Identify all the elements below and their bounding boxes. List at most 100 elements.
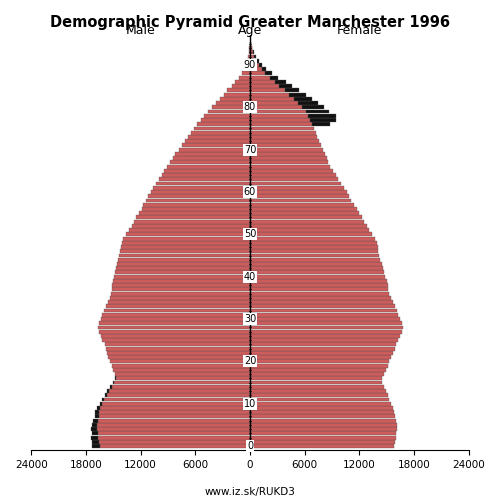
Bar	[92, 432, 98, 436]
Bar	[122, 241, 250, 245]
Bar	[106, 346, 250, 350]
Text: 80: 80	[244, 102, 256, 113]
Bar	[216, 101, 250, 105]
Bar	[250, 326, 403, 330]
Bar	[114, 368, 250, 372]
Bar	[250, 216, 362, 220]
Bar	[289, 92, 306, 96]
Text: 0: 0	[247, 441, 253, 451]
Bar	[250, 190, 346, 194]
Bar	[250, 317, 400, 321]
Bar	[134, 220, 250, 224]
Bar	[250, 72, 266, 76]
Bar	[100, 334, 250, 338]
Bar	[108, 355, 250, 359]
Bar	[239, 76, 250, 80]
Bar	[118, 258, 250, 262]
Bar	[102, 313, 250, 316]
Bar	[262, 68, 266, 71]
Bar	[172, 156, 250, 160]
Bar	[250, 364, 388, 368]
Bar	[250, 59, 256, 62]
Bar	[92, 423, 97, 427]
Bar	[112, 385, 250, 388]
Bar	[250, 368, 386, 372]
Bar	[250, 355, 391, 359]
Text: Female: Female	[336, 24, 382, 38]
Bar	[102, 338, 250, 342]
Bar	[250, 169, 333, 173]
Bar	[100, 406, 250, 410]
Bar	[201, 118, 250, 122]
Bar	[250, 385, 384, 388]
Bar	[115, 372, 250, 376]
Bar	[236, 80, 250, 84]
Text: 30: 30	[244, 314, 256, 324]
Bar	[250, 346, 395, 350]
Bar	[250, 236, 375, 240]
Bar	[250, 300, 393, 304]
Bar	[250, 232, 372, 236]
Title: Demographic Pyramid Greater Manchester 1996: Demographic Pyramid Greater Manchester 1…	[50, 15, 450, 30]
Bar	[99, 410, 250, 414]
Bar	[110, 292, 250, 296]
Bar	[312, 122, 330, 126]
Bar	[250, 274, 385, 278]
Bar	[250, 313, 398, 316]
Bar	[105, 342, 250, 346]
Bar	[98, 432, 250, 436]
Bar	[250, 410, 394, 414]
Text: Male: Male	[126, 24, 156, 38]
Bar	[132, 224, 250, 228]
Bar	[112, 288, 250, 292]
Bar	[250, 296, 391, 300]
Bar	[250, 398, 390, 402]
Bar	[102, 398, 104, 402]
Bar	[109, 389, 250, 393]
Bar	[179, 148, 250, 152]
Bar	[250, 406, 393, 410]
Bar	[250, 394, 388, 397]
Bar	[99, 322, 250, 325]
Text: 50: 50	[244, 230, 256, 239]
Bar	[298, 101, 318, 105]
Bar	[182, 144, 250, 148]
Bar	[250, 224, 366, 228]
Bar	[270, 76, 278, 80]
Bar	[250, 194, 350, 198]
Bar	[186, 139, 250, 143]
Bar	[99, 440, 250, 444]
Bar	[98, 436, 250, 440]
Bar	[100, 317, 250, 321]
Bar	[156, 182, 250, 186]
Bar	[250, 84, 279, 88]
Bar	[250, 46, 252, 50]
Bar	[117, 262, 250, 266]
Bar	[250, 262, 382, 266]
Bar	[250, 292, 390, 296]
Bar	[250, 148, 323, 152]
Bar	[250, 178, 338, 181]
Bar	[258, 63, 262, 67]
Bar	[250, 304, 395, 308]
Bar	[250, 228, 370, 232]
Bar	[98, 418, 250, 422]
Bar	[250, 114, 308, 117]
Bar	[250, 250, 378, 253]
Bar	[250, 427, 396, 431]
Bar	[256, 59, 258, 62]
Bar	[208, 110, 250, 114]
Bar	[110, 385, 112, 388]
Text: 60: 60	[244, 187, 256, 197]
Bar	[197, 122, 250, 126]
Bar	[250, 186, 344, 190]
Bar	[92, 440, 99, 444]
Bar	[250, 245, 378, 249]
Bar	[120, 250, 250, 253]
Bar	[250, 376, 382, 380]
Bar	[150, 190, 250, 194]
Bar	[250, 402, 391, 406]
Bar	[142, 207, 250, 211]
Bar	[100, 444, 250, 448]
Bar	[98, 326, 250, 330]
